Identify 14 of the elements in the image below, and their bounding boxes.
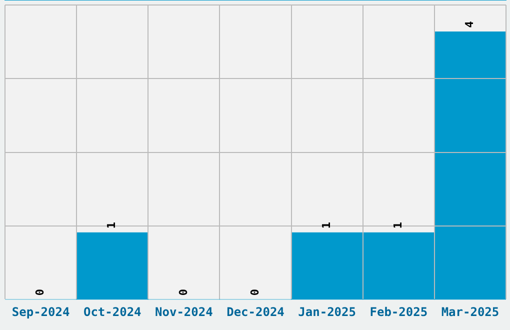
data-label: 0 <box>248 288 262 296</box>
x-tick-label: Jan-2025 <box>298 304 356 319</box>
x-tick-label: Nov-2024 <box>155 304 213 319</box>
x-tick-label: Sep-2024 <box>12 304 70 319</box>
x-tick-label: Mar-2025 <box>441 304 500 319</box>
data-label: 0 <box>176 288 190 296</box>
x-tick-label: Dec-2024 <box>226 304 284 319</box>
x-tick-label: Feb-2025 <box>370 304 428 319</box>
data-label: 1 <box>105 222 118 229</box>
data-label: 1 <box>320 222 333 229</box>
x-tick-label: Oct-2024 <box>83 304 142 319</box>
data-label: 4 <box>463 20 476 28</box>
data-label: 1 <box>392 222 404 229</box>
data-label: 0 <box>34 288 47 296</box>
